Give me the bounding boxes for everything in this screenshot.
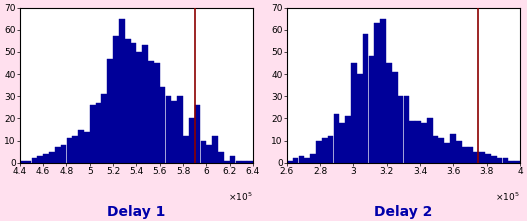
Bar — [136, 52, 142, 163]
Bar — [334, 114, 339, 163]
Bar — [398, 96, 403, 163]
Bar — [345, 116, 351, 163]
Bar — [427, 118, 433, 163]
Bar — [183, 136, 189, 163]
Text: $\times10^5$: $\times10^5$ — [495, 191, 520, 203]
Bar — [207, 145, 212, 163]
Bar — [462, 147, 467, 163]
Bar — [415, 121, 421, 163]
Text: Delay 2: Delay 2 — [374, 205, 433, 219]
Bar — [20, 160, 26, 163]
Bar — [148, 61, 154, 163]
Bar — [328, 136, 334, 163]
Bar — [189, 118, 194, 163]
Bar — [305, 158, 310, 163]
Bar — [409, 121, 415, 163]
Bar — [421, 123, 427, 163]
Bar — [26, 160, 32, 163]
Bar — [61, 145, 66, 163]
Bar — [142, 45, 148, 163]
Bar — [322, 138, 328, 163]
Bar — [351, 63, 357, 163]
Bar — [491, 156, 496, 163]
Bar — [230, 156, 236, 163]
Bar — [224, 160, 230, 163]
Text: Delay 1: Delay 1 — [107, 205, 165, 219]
Bar — [479, 152, 485, 163]
Bar — [108, 59, 113, 163]
Bar — [374, 23, 380, 163]
Bar — [467, 147, 473, 163]
Bar — [363, 34, 368, 163]
Bar — [96, 103, 101, 163]
Bar — [392, 72, 397, 163]
Bar — [241, 160, 247, 163]
Bar — [119, 19, 125, 163]
Bar — [485, 154, 491, 163]
Bar — [195, 105, 200, 163]
Bar — [55, 147, 61, 163]
Bar — [299, 156, 304, 163]
Bar — [444, 143, 450, 163]
Text: $\times10^5$: $\times10^5$ — [228, 191, 253, 203]
Bar — [218, 152, 224, 163]
Bar — [90, 105, 95, 163]
Bar — [43, 154, 49, 163]
Bar — [368, 56, 374, 163]
Bar — [497, 158, 502, 163]
Bar — [386, 63, 392, 163]
Bar — [78, 130, 84, 163]
Bar — [212, 136, 218, 163]
Bar — [514, 160, 520, 163]
Bar — [165, 96, 171, 163]
Bar — [131, 43, 136, 163]
Bar — [310, 154, 316, 163]
Bar — [433, 136, 438, 163]
Bar — [339, 123, 345, 163]
Bar — [102, 94, 107, 163]
Bar — [503, 158, 509, 163]
Bar — [49, 152, 55, 163]
Bar — [316, 141, 322, 163]
Bar — [177, 96, 183, 163]
Bar — [125, 39, 131, 163]
Bar — [438, 138, 444, 163]
Bar — [84, 132, 90, 163]
Bar — [154, 63, 160, 163]
Bar — [32, 158, 37, 163]
Bar — [236, 160, 241, 163]
Bar — [456, 141, 462, 163]
Bar — [287, 160, 292, 163]
Bar — [357, 74, 363, 163]
Bar — [171, 101, 177, 163]
Bar — [450, 134, 456, 163]
Bar — [113, 36, 119, 163]
Bar — [160, 88, 165, 163]
Bar — [72, 136, 78, 163]
Bar — [201, 141, 206, 163]
Bar — [404, 96, 409, 163]
Bar — [473, 152, 479, 163]
Bar — [380, 19, 386, 163]
Bar — [247, 160, 253, 163]
Bar — [37, 156, 43, 163]
Bar — [293, 158, 298, 163]
Bar — [509, 160, 514, 163]
Bar — [66, 138, 72, 163]
